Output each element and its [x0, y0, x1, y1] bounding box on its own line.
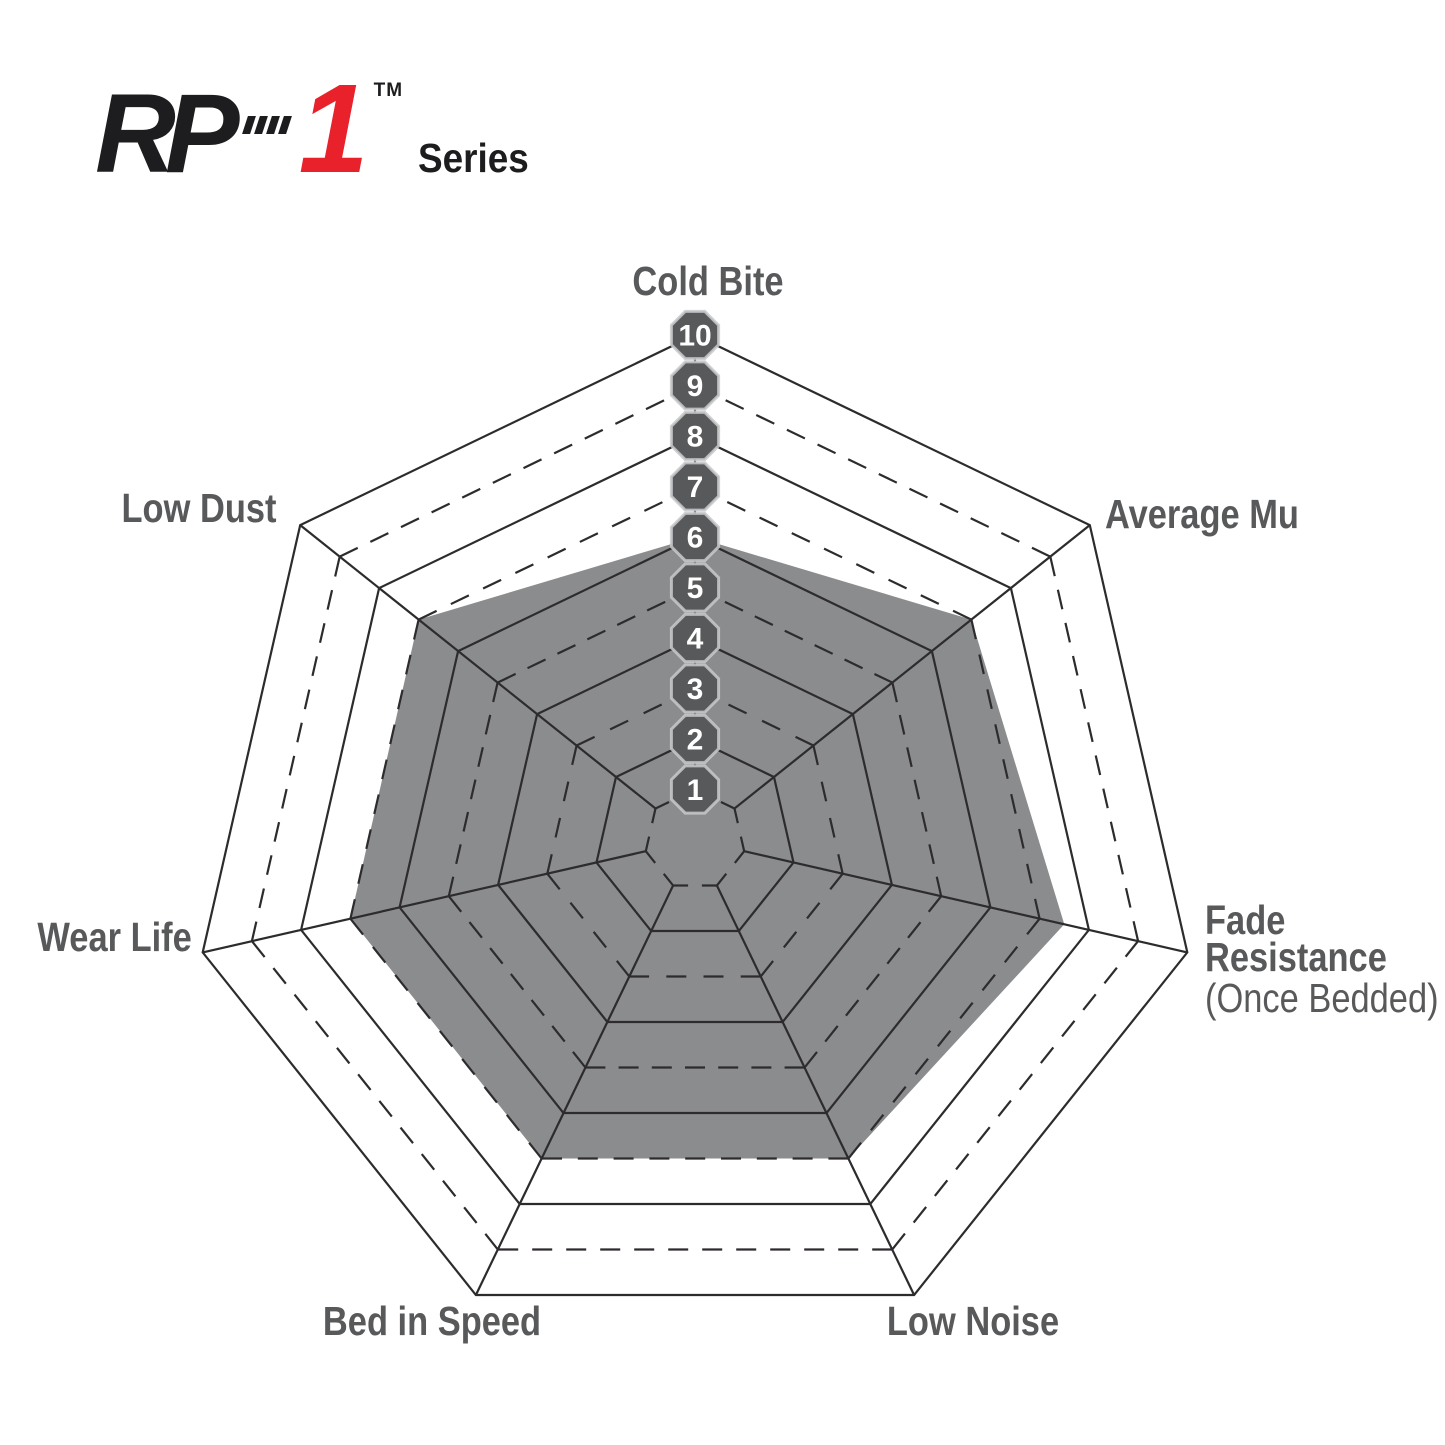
- logo-rp-text: RP: [95, 71, 240, 196]
- grid-ring-solid: [398, 535, 992, 1115]
- grid-ring-solid: [496, 636, 894, 1024]
- scale-badge: [669, 360, 721, 411]
- axis-label-bed-in-speed: Bed in Speed: [322, 1298, 542, 1344]
- scale-badge: [669, 511, 721, 563]
- grid-ring-dashed: [803, 895, 943, 1069]
- axis-label-low-dust: Low Dust: [121, 485, 276, 531]
- grid-ring-solid: [299, 434, 1091, 1206]
- grid-ring-dashed: [339, 384, 696, 558]
- axis-spoke: [202, 850, 647, 954]
- grid-ring-dashed: [418, 485, 696, 621]
- axis-spoke: [715, 885, 916, 1296]
- scale-badge: [669, 663, 721, 714]
- scale-badge-label: 1: [687, 774, 704, 807]
- axis-label-wear-life: Wear Life: [37, 914, 192, 960]
- grid-ring-solid: [595, 737, 795, 933]
- grid-ring-dashed: [733, 808, 746, 852]
- logo-trademark: TM: [373, 80, 404, 101]
- grid-ring-dashed: [349, 619, 420, 919]
- axis-spoke: [733, 524, 1091, 810]
- scale-badge-label: 8: [687, 421, 704, 454]
- grid-ring-dashed: [349, 918, 543, 1160]
- grid-ring-dashed: [694, 384, 1051, 558]
- data-polygon: [350, 537, 1065, 1159]
- scale-badge-label: 9: [687, 370, 704, 403]
- grid-ring-solid: [201, 333, 1189, 1297]
- scale-badge-label: 4: [687, 623, 704, 656]
- brand-logo: RP 1 TMSeries: [95, 66, 541, 192]
- axis-spoke: [299, 524, 657, 810]
- grid-ring-dashed: [891, 682, 943, 897]
- axis-label-average-mu: Average Mu: [1105, 491, 1299, 537]
- scale-badge-label: 6: [687, 522, 704, 555]
- scale-badge-label: 2: [687, 724, 704, 757]
- scale-badge: [669, 612, 721, 664]
- scale-badge: [669, 764, 721, 815]
- scale-badge-label: 5: [687, 572, 704, 605]
- grid-ring-dashed: [716, 850, 746, 887]
- axis-label-cold-bite: Cold Bite: [632, 258, 784, 304]
- grid-ring-dashed: [250, 556, 341, 942]
- grid-ring-dashed: [447, 682, 499, 897]
- grid-ring-dashed: [497, 586, 696, 684]
- scale-badge-label: 3: [687, 673, 704, 706]
- axis-label-fade-resistance: Fade Resistance (Once Bedded): [1205, 900, 1439, 1021]
- logo-one-text: 1: [298, 58, 369, 199]
- grid-ring-dashed: [970, 619, 1041, 919]
- axis-label-fade-resistance-main: Fade Resistance: [1205, 897, 1387, 980]
- grid-ring-dashed: [447, 895, 587, 1069]
- grid-ring-dashed: [694, 485, 972, 621]
- axis-label-once-bedded: (Once Bedded): [1205, 974, 1439, 1021]
- grid-ring-dashed: [694, 586, 893, 684]
- axis-spoke: [743, 850, 1188, 954]
- grid-ring-dashed: [644, 850, 674, 887]
- logo-series-text: Series: [418, 135, 529, 181]
- grid-ring-dashed: [1049, 556, 1140, 942]
- scale-badge: [669, 713, 721, 765]
- axis-spoke: [474, 885, 675, 1296]
- grid-ring-dashed: [644, 808, 657, 852]
- axis-label-low-noise: Low Noise: [886, 1298, 1060, 1344]
- scale-badge: [669, 461, 721, 512]
- scale-badge: [669, 410, 721, 462]
- grid-ring-dashed: [847, 918, 1041, 1160]
- scale-badge-label: 10: [678, 320, 711, 353]
- scale-badge: [669, 562, 721, 613]
- scale-badge: [669, 309, 721, 361]
- scale-badge-label: 7: [687, 471, 704, 504]
